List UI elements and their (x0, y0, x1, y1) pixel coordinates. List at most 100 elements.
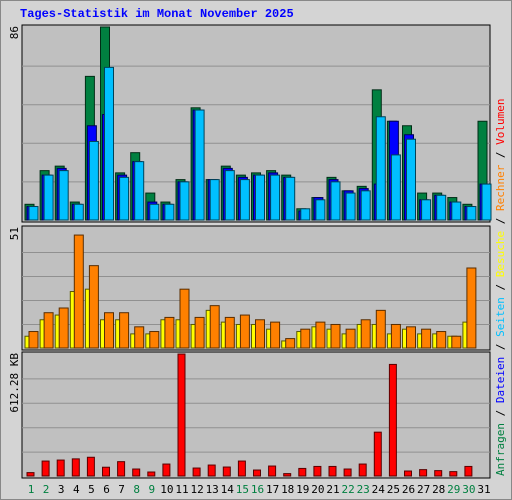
bar-rechner-day-14 (224, 316, 235, 349)
bar-rechner-day-4 (73, 234, 84, 349)
legend-item-2: Dateien (494, 357, 507, 403)
bar-rechner-day-13 (209, 305, 220, 349)
x-tick-label-day-5: 5 (88, 483, 95, 496)
bar-volumen-day-3 (56, 459, 65, 477)
x-tick-label-day-14: 14 (221, 483, 235, 496)
x-tick-label-day-22: 22 (341, 483, 354, 496)
bar-rechner-day-3 (58, 307, 69, 349)
bar-volumen-day-17 (268, 465, 277, 477)
x-tick-label-day-19: 19 (296, 483, 309, 496)
bar-rechner-day-30 (466, 267, 477, 349)
bar-rechner-day-18 (285, 338, 296, 349)
bar-volumen-day-30 (464, 465, 473, 477)
legend-item-6: Besuche (494, 231, 507, 277)
bar-volumen-day-14 (222, 466, 231, 477)
bar-seiten-day-30 (466, 206, 477, 221)
bar-rechner-day-22 (345, 328, 356, 349)
bar-rechner-day-15 (239, 314, 250, 349)
bar-volumen-day-12 (192, 467, 201, 477)
bar-seiten-day-9 (149, 203, 160, 221)
legend-item-8: Rechner (494, 164, 507, 211)
bar-rechner-day-8 (134, 326, 145, 349)
x-tick-label-day-16: 16 (251, 483, 264, 496)
x-tick-label-day-24: 24 (372, 483, 386, 496)
x-tick-label-day-28: 28 (432, 483, 445, 496)
x-tick-label-day-26: 26 (402, 483, 415, 496)
bar-volumen-day-25 (388, 363, 397, 477)
bar-seiten-day-26 (406, 138, 416, 221)
bar-seiten-day-13 (209, 179, 220, 221)
x-tick-label-day-1: 1 (28, 483, 35, 496)
bar-volumen-day-18 (283, 473, 292, 477)
bar-seiten-day-3 (58, 170, 69, 221)
bar-seiten-day-19 (300, 208, 311, 221)
x-tick-label-day-21: 21 (326, 483, 339, 496)
bar-volumen-day-10 (162, 463, 171, 477)
bar-rechner-day-20 (315, 321, 326, 349)
x-tick-label-day-10: 10 (160, 483, 173, 496)
bar-seiten-day-8 (134, 161, 145, 221)
bar-seiten-day-10 (164, 203, 175, 221)
bar-rechner-day-19 (300, 328, 311, 349)
bar-volumen-day-13 (207, 464, 216, 477)
bar-volumen-day-8 (132, 468, 141, 477)
x-tick-label-day-9: 9 (148, 483, 155, 496)
bar-seiten-day-15 (239, 179, 250, 221)
bar-volumen-day-24 (373, 431, 382, 477)
x-tick-label-day-18: 18 (281, 483, 294, 496)
bar-volumen-day-20 (313, 465, 322, 477)
legend-item-3: / (494, 337, 507, 357)
bar-seiten-day-28 (436, 194, 447, 221)
bar-volumen-day-7 (117, 461, 126, 477)
legend-item-5: / (494, 277, 507, 297)
x-tick-label-day-2: 2 (43, 483, 50, 496)
bar-rechner-day-28 (436, 331, 447, 349)
bar-rechner-day-17 (270, 321, 281, 349)
bar-volumen-day-2 (41, 460, 50, 477)
bar-rechner-day-9 (149, 331, 160, 349)
bar-rechner-day-12 (194, 316, 205, 349)
bar-volumen-day-11 (177, 353, 186, 477)
bar-seiten-day-20 (315, 199, 326, 221)
bar-seiten-day-23 (360, 190, 371, 221)
legend-item-9: / (494, 145, 507, 165)
bar-volumen-day-22 (343, 468, 352, 477)
bar-rechner-day-23 (360, 319, 371, 349)
bar-seiten-day-22 (345, 192, 356, 221)
bar-volumen-day-21 (328, 465, 337, 477)
bar-seiten-day-24 (375, 116, 386, 221)
bar-seiten-day-7 (119, 176, 130, 221)
x-tick-label-day-30: 30 (462, 483, 475, 496)
x-tick-label-day-6: 6 (103, 483, 110, 496)
bar-rechner-day-10 (164, 316, 175, 349)
bar-seiten-day-1 (28, 206, 39, 221)
bar-volumen-day-9 (147, 471, 156, 477)
bar-volumen-day-29 (449, 471, 458, 477)
bar-rechner-day-2 (43, 312, 54, 349)
x-tick-label-day-20: 20 (311, 483, 324, 496)
bar-seiten-day-31 (481, 183, 492, 221)
legend-item-4: Seiten (494, 297, 507, 337)
bar-rechner-day-7 (119, 312, 130, 349)
bar-volumen-day-6 (102, 466, 110, 477)
bar-seiten-day-5 (88, 140, 99, 221)
bar-seiten-day-6 (104, 66, 114, 221)
x-tick-label-day-8: 8 (133, 483, 140, 496)
bar-seiten-day-25 (390, 154, 401, 221)
y-axis-max-label-pages_visits_panel: 51 (8, 227, 21, 240)
bar-seiten-day-16 (255, 174, 265, 221)
bar-volumen-day-27 (419, 469, 428, 477)
bar-seiten-day-18 (285, 176, 296, 221)
bar-rechner-day-24 (375, 309, 386, 349)
bar-seiten-day-2 (43, 174, 54, 221)
bar-volumen-day-15 (237, 460, 246, 477)
legend-item-10: Volumen (494, 98, 507, 144)
x-tick-label-day-13: 13 (206, 483, 219, 496)
bar-rechner-day-21 (330, 323, 341, 349)
bar-seiten-day-12 (194, 109, 205, 221)
x-tick-label-day-23: 23 (357, 483, 370, 496)
bar-volumen-day-19 (298, 467, 307, 477)
bar-volumen-day-4 (71, 458, 80, 477)
y-axis-max-label-volume_panel: 612.28 KB (8, 353, 21, 413)
